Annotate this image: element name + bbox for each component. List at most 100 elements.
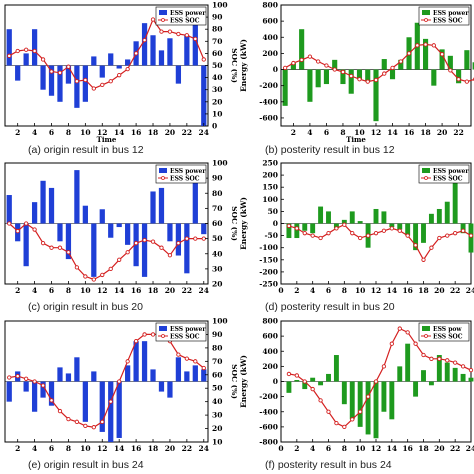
soc-point-c-9 <box>74 265 80 270</box>
soc-point-a-16 <box>133 51 139 56</box>
y-tick-label: -400 <box>259 407 278 416</box>
soc-line-f <box>288 327 472 428</box>
soc-point-e-16 <box>133 339 139 344</box>
soc-point-c-12 <box>100 272 105 278</box>
soc-point-c-19 <box>159 245 164 250</box>
x-tick-label: 24 <box>199 128 209 137</box>
soc-point-b-11 <box>365 79 370 84</box>
y2-tick-label: 40 <box>212 73 222 82</box>
bar-d-4 <box>310 223 316 234</box>
bar-d-3 <box>302 223 308 231</box>
soc-point-f-16 <box>405 330 410 335</box>
soc-point-e-11 <box>91 425 96 430</box>
legend-soc-label: ESS SOC <box>433 334 463 341</box>
bar-a-17 <box>141 23 148 66</box>
y-tick-label: 800 <box>262 1 278 10</box>
y2-tick-label: 90 <box>212 13 222 22</box>
soc-point-b-22 <box>456 77 461 82</box>
soc-point-b-13 <box>382 71 387 76</box>
legend-power-label: ESS power <box>170 168 206 175</box>
panel-f: 0 2 4 6 8 10 12 14 16 18 20 22 24 -800 -600 -400 -200 0 20… <box>237 316 474 474</box>
bar-f-11 <box>365 381 371 435</box>
soc-point-d-16 <box>405 233 410 238</box>
x-tick-label: 18 <box>420 128 430 137</box>
soc-point-b-21 <box>448 68 453 73</box>
legend-power-swatch <box>422 10 430 15</box>
soc-point-f-20 <box>437 356 442 361</box>
y2-tick-label: 90 <box>212 330 222 339</box>
bar-e-12 <box>99 381 105 432</box>
bar-e-1 <box>6 381 12 402</box>
x-tick-label: 20 <box>165 286 175 295</box>
x-tick-label: 12 <box>97 286 107 295</box>
soc-point-f-14 <box>389 341 394 346</box>
bar-e-11 <box>91 371 97 382</box>
soc-point-f-24 <box>468 368 474 373</box>
y-tick-label: 200 <box>262 362 278 371</box>
legend-power-label: ESS pow <box>433 326 462 333</box>
soc-point-b-20 <box>439 52 445 57</box>
soc-point-f-8 <box>342 424 347 430</box>
x-tick-label: 22 <box>450 286 460 295</box>
soc-point-f-7 <box>334 420 339 426</box>
soc-point-f-9 <box>350 417 355 422</box>
x-tick-label: 14 <box>387 286 397 295</box>
soc-point-c-16 <box>133 241 139 246</box>
bar-d-24 <box>468 223 474 253</box>
bar-b-11 <box>365 69 371 82</box>
x-tick-label: 12 <box>371 286 381 295</box>
soc-point-f-10 <box>358 409 363 414</box>
bar-f-5 <box>318 381 324 386</box>
x-tick-label: 8 <box>66 286 71 295</box>
bar-c-14 <box>116 223 122 228</box>
bar-e-3 <box>23 381 29 392</box>
legend-box <box>155 164 207 184</box>
soc-point-b-17 <box>415 43 420 48</box>
bar-a-8 <box>65 65 72 84</box>
bar-d-6 <box>326 211 331 224</box>
bar-c-24 <box>201 223 207 235</box>
soc-point-c-7 <box>57 245 63 250</box>
bar-f-21 <box>444 362 450 382</box>
bar-d-20 <box>436 208 442 224</box>
bar-d-2 <box>294 223 300 239</box>
y2-axis-label: SOC (%) <box>230 48 237 83</box>
x-tick-label: 0 <box>278 444 283 453</box>
soc-point-c-2 <box>15 228 20 234</box>
x-tick-label: 12 <box>97 128 107 137</box>
y-tick-label: 600 <box>262 332 278 341</box>
bar-d-8 <box>341 219 347 224</box>
caption-d: (d) posterity result in bus 20 <box>265 301 395 313</box>
bar-b-4 <box>307 69 313 102</box>
bar-c-7 <box>57 223 63 242</box>
soc-point-d-13 <box>381 228 387 233</box>
y2-tick-label: 90 <box>212 174 222 183</box>
bar-b-3 <box>299 29 305 70</box>
soc-point-b-23 <box>464 79 470 84</box>
bar-b-6 <box>323 69 329 85</box>
soc-point-b-12 <box>373 77 379 83</box>
y-tick-label: -100 <box>259 243 278 252</box>
bar-c-4 <box>31 202 38 224</box>
x-tick-label: 2 <box>15 444 20 453</box>
bar-b-19 <box>431 69 437 86</box>
bar-a-22 <box>184 35 190 66</box>
soc-point-c-13 <box>108 266 113 272</box>
bar-d-21 <box>444 201 450 224</box>
x-tick-label: 8 <box>342 444 347 453</box>
soc-point-c-15 <box>125 250 130 255</box>
y-tick-label: 0 <box>273 219 278 228</box>
caption-a: (a) origin result in bus 12 <box>28 144 144 156</box>
x-tick-label: 16 <box>402 444 412 453</box>
soc-point-f-1 <box>286 371 292 377</box>
y2-tick-label: 40 <box>212 249 222 258</box>
soc-point-d-21 <box>445 233 450 238</box>
soc-point-f-18 <box>421 352 426 358</box>
soc-point-a-11 <box>91 86 96 91</box>
bar-a-4 <box>31 29 38 66</box>
bar-f-16 <box>405 343 411 382</box>
soc-point-d-5 <box>318 235 323 241</box>
soc-point-d-9 <box>350 231 355 236</box>
y2-tick-label: 20 <box>212 424 222 433</box>
bar-b-23 <box>464 50 470 70</box>
